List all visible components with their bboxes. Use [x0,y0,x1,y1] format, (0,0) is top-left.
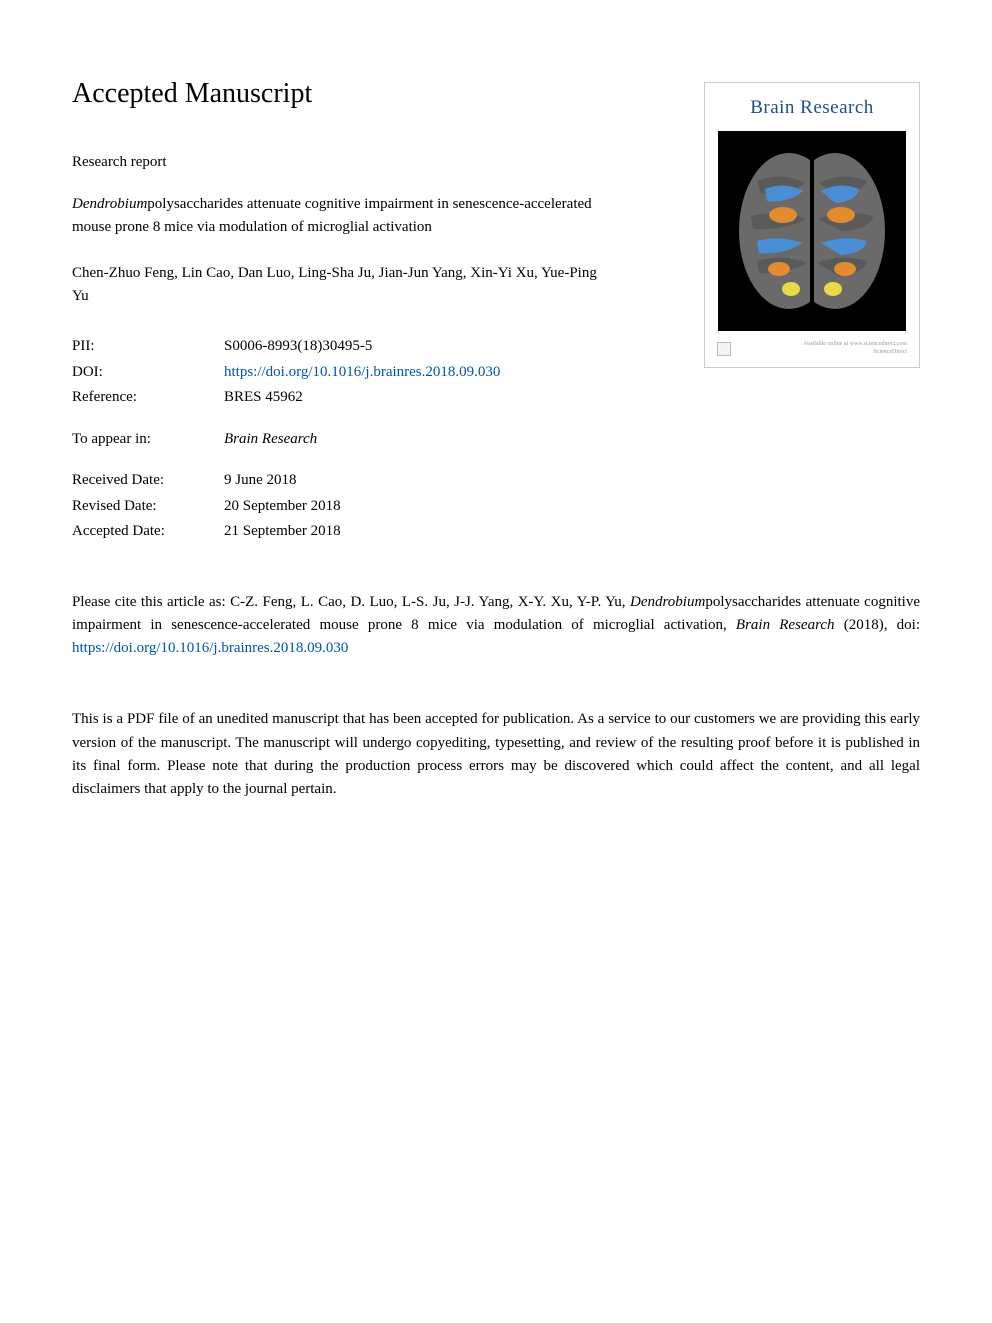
meta-block-identifiers: PII: S0006-8993(18)30495-5 DOI: https://… [72,334,684,411]
meta-row-accepted: Accepted Date: 21 September 2018 [72,519,684,545]
meta-row-revised: Revised Date: 20 September 2018 [72,494,684,520]
appear-value: Brain Research [224,427,684,453]
article-title-italic: Dendrobium [72,196,147,212]
journal-cover-image [718,131,906,331]
citation-year: (2018), doi: [835,617,920,633]
meta-row-pii: PII: S0006-8993(18)30495-5 [72,334,684,360]
meta-row-appear: To appear in: Brain Research [72,427,684,453]
header-row: Accepted Manuscript Research report Dend… [72,78,920,561]
reference-label: Reference: [72,385,224,411]
disclaimer-paragraph: This is a PDF file of an unedited manusc… [72,708,920,801]
pii-label: PII: [72,334,224,360]
meta-block-dates: Received Date: 9 June 2018 Revised Date:… [72,468,684,545]
meta-row-received: Received Date: 9 June 2018 [72,468,684,494]
cover-footer-text: Available online at www.sciencedirect.co… [803,341,907,357]
meta-row-doi: DOI: https://doi.org/10.1016/j.brainres.… [72,360,684,386]
citation-prefix: Please cite this article as: C-Z. Feng, … [72,594,630,610]
revised-value: 20 September 2018 [224,494,684,520]
revised-label: Revised Date: [72,494,224,520]
journal-cover: Brain Research [704,82,920,368]
publisher-logo-icon [717,342,731,356]
pii-value: S0006-8993(18)30495-5 [224,334,684,360]
cover-footer-line2: ScienceDirect [803,349,907,357]
reference-value: BRES 45962 [224,385,684,411]
accepted-value: 21 September 2018 [224,519,684,545]
cover-footer-line1: Available online at www.sciencedirect.co… [803,341,907,349]
doi-link[interactable]: https://doi.org/10.1016/j.brainres.2018.… [224,360,684,386]
article-title-rest: polysaccharides attenuate cognitive impa… [72,196,592,235]
meta-block-appear: To appear in: Brain Research [72,427,684,453]
citation-paragraph: Please cite this article as: C-Z. Feng, … [72,591,920,661]
citation-doi-link[interactable]: https://doi.org/10.1016/j.brainres.2018.… [72,640,348,656]
accepted-label: Accepted Date: [72,519,224,545]
article-title: Dendrobiumpolysaccharides attenuate cogn… [72,193,612,240]
section-label: Research report [72,154,684,171]
authors: Chen-Zhuo Feng, Lin Cao, Dan Luo, Ling-S… [72,262,612,309]
brain-icon [727,141,897,321]
appear-label: To appear in: [72,427,224,453]
received-label: Received Date: [72,468,224,494]
citation-title-italic: Dendrobium [630,594,705,610]
received-value: 9 June 2018 [224,468,684,494]
meta-row-reference: Reference: BRES 45962 [72,385,684,411]
page-title: Accepted Manuscript [72,78,684,110]
left-column: Accepted Manuscript Research report Dend… [72,78,704,561]
doi-label: DOI: [72,360,224,386]
citation-journal: Brain Research [736,617,835,633]
journal-cover-footer: Available online at www.sciencedirect.co… [717,341,907,357]
journal-cover-title: Brain Research [750,97,874,119]
